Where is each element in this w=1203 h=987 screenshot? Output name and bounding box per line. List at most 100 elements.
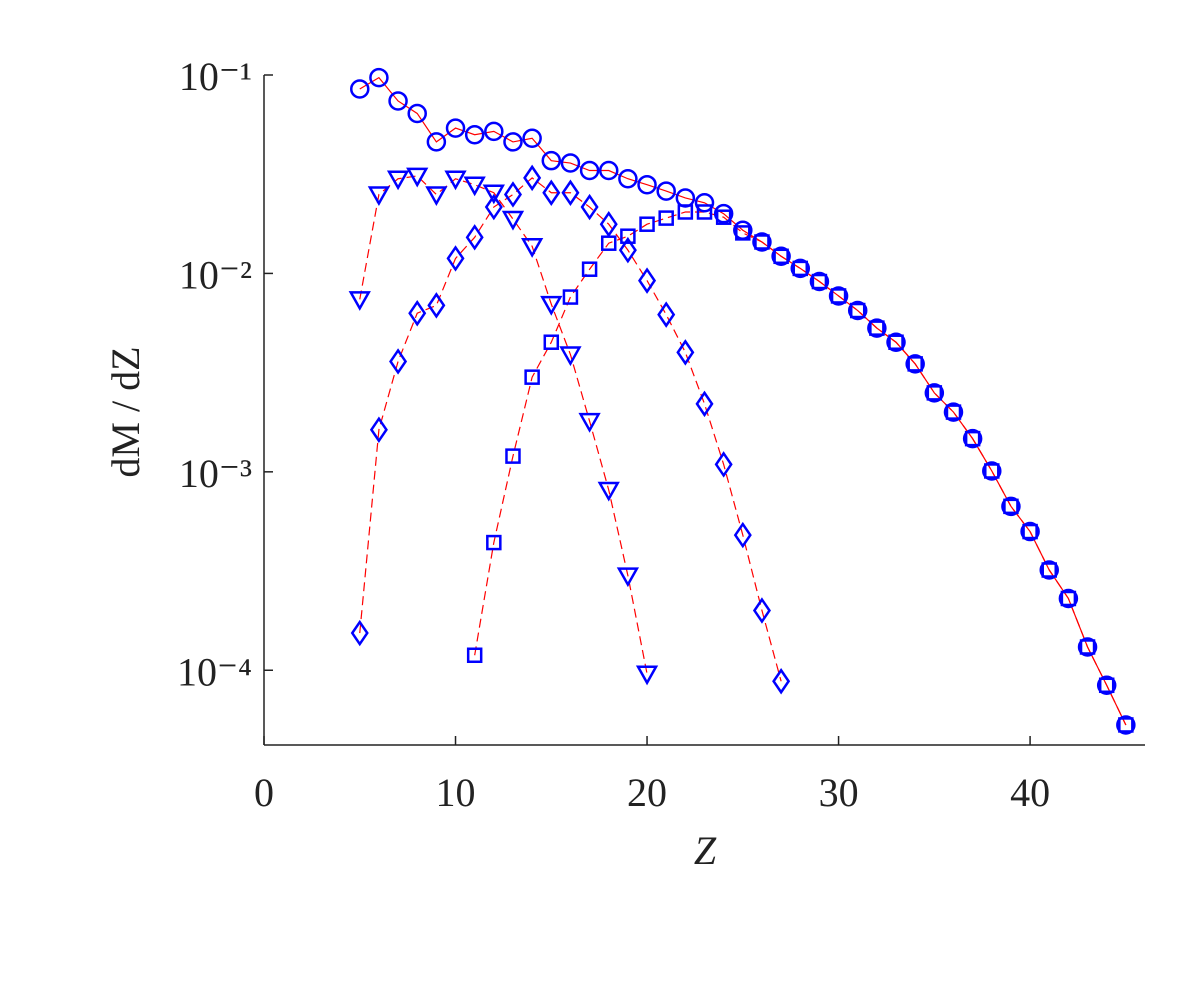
- marker: [505, 448, 521, 464]
- marker: [695, 390, 714, 418]
- marker: [579, 160, 600, 181]
- marker: [905, 354, 925, 374]
- marker: [713, 203, 734, 224]
- x-tick-label: 0: [254, 770, 274, 815]
- marker: [886, 332, 906, 352]
- marker: [597, 481, 620, 502]
- marker: [869, 320, 885, 336]
- marker: [657, 301, 676, 328]
- marker: [616, 567, 640, 588]
- marker: [1096, 675, 1117, 696]
- marker: [618, 236, 637, 264]
- marker: [618, 168, 638, 189]
- fit-line: [474, 211, 1127, 726]
- marker: [735, 225, 751, 241]
- marker: [369, 416, 388, 443]
- marker: [1003, 498, 1019, 515]
- marker: [581, 261, 598, 277]
- marker: [715, 209, 732, 225]
- y-tick-label: 10⁻¹: [179, 54, 252, 99]
- marker: [1020, 521, 1040, 542]
- marker: [466, 647, 483, 664]
- marker: [484, 193, 503, 221]
- marker: [752, 232, 772, 252]
- marker: [542, 179, 561, 206]
- y-tick-label: 10⁻³: [179, 451, 252, 496]
- marker: [1060, 590, 1077, 607]
- marker: [600, 235, 617, 251]
- marker: [867, 318, 887, 338]
- marker: [501, 210, 525, 231]
- marker: [543, 334, 560, 350]
- marker: [408, 300, 427, 327]
- marker: [620, 228, 636, 244]
- marker: [635, 665, 659, 686]
- marker: [1118, 717, 1134, 733]
- marker: [486, 534, 502, 551]
- marker: [677, 204, 694, 220]
- marker: [1039, 560, 1059, 580]
- marker: [540, 295, 563, 316]
- marker: [962, 428, 983, 449]
- marker: [427, 292, 446, 319]
- marker: [656, 181, 676, 201]
- x-tick-label: 30: [819, 770, 859, 815]
- plot-area: [359, 76, 1127, 726]
- marker: [350, 619, 369, 647]
- x-tick-label: 10: [436, 770, 476, 815]
- marker: [694, 193, 715, 213]
- marker: [926, 385, 943, 401]
- marker: [446, 245, 465, 272]
- marker: [599, 210, 618, 238]
- marker: [386, 170, 410, 191]
- marker: [560, 153, 581, 173]
- marker: [676, 339, 695, 366]
- marker: [1058, 588, 1079, 609]
- marker: [562, 289, 579, 305]
- marker: [771, 246, 791, 267]
- marker: [1001, 496, 1021, 517]
- marker: [445, 118, 466, 138]
- marker: [482, 184, 505, 205]
- marker: [578, 412, 601, 433]
- marker: [484, 121, 504, 142]
- y-axis-label: dM / dZ: [103, 346, 148, 477]
- marker: [580, 193, 599, 221]
- marker: [943, 402, 964, 422]
- marker: [524, 369, 540, 385]
- marker: [924, 383, 945, 403]
- marker: [559, 346, 582, 367]
- marker: [503, 132, 523, 152]
- marker: [658, 210, 674, 226]
- marker: [752, 597, 771, 624]
- marker: [426, 132, 447, 152]
- marker: [714, 451, 733, 478]
- marker: [830, 288, 847, 304]
- marker: [964, 430, 981, 447]
- marker: [369, 67, 389, 88]
- marker: [388, 91, 408, 111]
- marker: [367, 186, 391, 207]
- marker: [772, 668, 791, 695]
- marker: [984, 463, 1000, 479]
- fit-line: [359, 175, 648, 674]
- marker: [1077, 637, 1098, 657]
- x-tick-label: 40: [1010, 770, 1050, 815]
- marker: [348, 291, 371, 311]
- marker: [696, 204, 713, 220]
- marker: [425, 186, 448, 207]
- marker: [520, 238, 544, 258]
- marker: [811, 273, 828, 290]
- fit-line: [359, 177, 782, 682]
- marker: [465, 224, 484, 251]
- marker: [847, 300, 868, 321]
- marker: [1098, 677, 1115, 694]
- marker: [982, 461, 1002, 481]
- marker: [464, 124, 485, 145]
- marker: [849, 302, 866, 319]
- x-tick-label: 20: [627, 770, 667, 815]
- marker: [522, 128, 542, 148]
- marker: [1041, 562, 1057, 578]
- marker: [503, 181, 522, 208]
